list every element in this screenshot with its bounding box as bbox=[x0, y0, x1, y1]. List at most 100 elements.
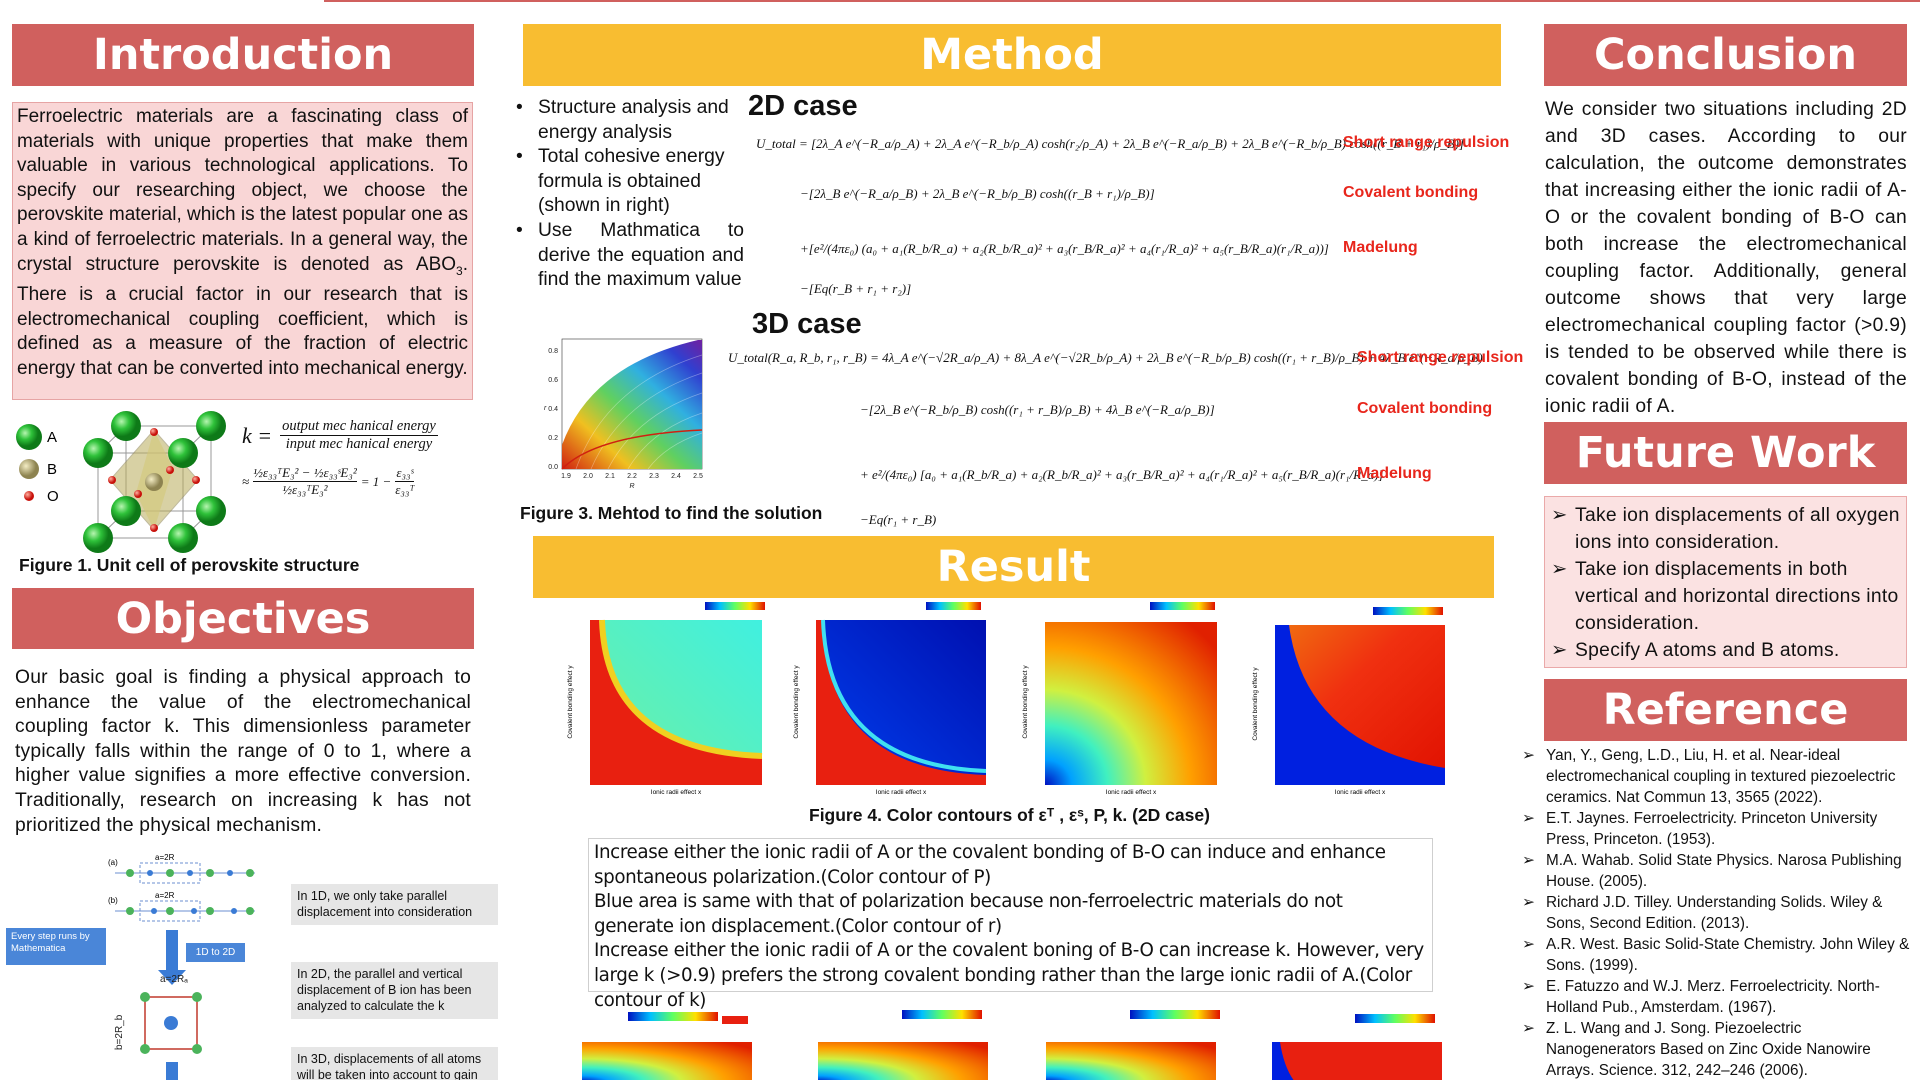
section-heading: Objectives bbox=[12, 588, 474, 649]
eq-text: ½ε₃₃ᵀE₃² − ½ε₃₃ˢE₃² bbox=[253, 465, 357, 482]
contour-region bbox=[1272, 1042, 1294, 1080]
figure-caption: Figure 1. Unit cell of perovskite struct… bbox=[19, 555, 360, 575]
list-item: Specify A atoms and B atoms. bbox=[1551, 637, 1900, 664]
reference: M.A. Wahab. Solid State Physics. Narosa … bbox=[1522, 850, 1914, 892]
colorbar bbox=[722, 1016, 748, 1024]
axis-label: Ionic radii effect x bbox=[1335, 789, 1386, 796]
contour-plots-bottom bbox=[582, 1010, 1442, 1080]
eq-text: = 1 − bbox=[360, 473, 392, 489]
text: Total cohesive energy formula is obtaine… bbox=[538, 146, 725, 217]
eq-text: ε₃₃ᵀ bbox=[395, 482, 415, 497]
atom-o bbox=[24, 491, 34, 501]
colorbar bbox=[902, 1010, 982, 1019]
legend-label: B bbox=[47, 461, 57, 478]
tick-label: 0.2 bbox=[548, 435, 558, 442]
path-curve bbox=[561, 429, 703, 470]
colorbar bbox=[1150, 602, 1215, 610]
equation: −[2λ_B e^(−R_b/ρ_B) cosh((r₁ + r_B)/ρ_B)… bbox=[860, 402, 1215, 417]
legend-label: A bbox=[47, 429, 57, 446]
contour-fill bbox=[1045, 622, 1217, 785]
tick-label: 0.4 bbox=[548, 406, 558, 413]
equation-k: k = output mec hanical energy input mec … bbox=[242, 418, 492, 498]
objectives-text: Our basic goal is finding a physical app… bbox=[15, 667, 471, 836]
eq-text: ½ε₃₃ᵀE₃² bbox=[282, 482, 328, 497]
colorbar bbox=[926, 602, 981, 610]
contour-plot: Covalent bonding effect y Ionic radii ef… bbox=[1252, 607, 1445, 796]
contour-plot: Covalent bonding effect y Ionic radii ef… bbox=[793, 602, 987, 796]
arrow bbox=[166, 1062, 178, 1080]
eq-text: output mec hanical energy bbox=[280, 418, 438, 436]
unit-cell bbox=[83, 411, 226, 553]
contour-fill bbox=[582, 1042, 752, 1080]
contour-fill bbox=[1272, 1042, 1442, 1080]
tick-label: 2.0 bbox=[583, 473, 593, 480]
contour-region bbox=[1275, 625, 1445, 785]
intro-text: Ferroelectric materials are a fascinatin… bbox=[12, 102, 473, 400]
label: a=2R bbox=[155, 853, 175, 862]
atom-legend: A B O bbox=[16, 424, 59, 505]
section-heading: Reference bbox=[1544, 679, 1907, 741]
tick-label: 0.6 bbox=[548, 377, 558, 384]
tick-label: 2.3 bbox=[649, 473, 659, 480]
equation: −[Eq(r_B + r₁ + r₂)] bbox=[800, 281, 912, 296]
tick-label: 2.5 bbox=[693, 473, 703, 480]
colorbar bbox=[1355, 1014, 1435, 1023]
case-title: 3D case bbox=[752, 308, 862, 340]
contour-region bbox=[590, 620, 762, 785]
axis-label: Covalent bonding effect y bbox=[793, 665, 800, 739]
equation: −[2λ_B e^(−R_a/ρ_B) + 2λ_B e^(−R_b/ρ_B) … bbox=[800, 186, 1155, 201]
contour-fill bbox=[562, 340, 702, 469]
tick-label: 1.9 bbox=[561, 473, 571, 480]
paragraph: Increase either the ionic radii of A or … bbox=[594, 842, 1386, 888]
subscript: 3 bbox=[456, 263, 463, 278]
term-label: Covalent bonding bbox=[1357, 400, 1493, 417]
term-label: Covalent bonding bbox=[1343, 184, 1479, 201]
conclusion-text: We consider two situations including 2D … bbox=[1545, 99, 1907, 417]
atom-b bbox=[19, 459, 39, 479]
top-rule bbox=[324, 0, 1920, 2]
text: Structure analysis and energy analysis bbox=[538, 97, 729, 143]
atom-b bbox=[145, 473, 163, 491]
text: . There is a crucial factor in our resea… bbox=[17, 253, 468, 379]
result-text: Increase either the ionic radii of A or … bbox=[588, 838, 1433, 1011]
figure-caption: Figure 4. Color contours of εᵀ , εˢ, P, … bbox=[809, 805, 1210, 825]
method-bullets: • Structure analysis and energy analysis … bbox=[512, 96, 744, 293]
axis-label: Ionic radii effect x bbox=[876, 789, 927, 796]
future-work-list: Take ion displacements of all oxygen ion… bbox=[1544, 496, 1907, 668]
colorbar bbox=[705, 602, 765, 610]
axis-label: Ionic radii effect x bbox=[651, 789, 702, 796]
equation: U_total(R_a, R_b, r₁, r_B) = 4λ_A e^(−√2… bbox=[728, 350, 1483, 365]
contour-plot: Covalent bonding effect y Ionic radii ef… bbox=[567, 602, 765, 796]
section-heading: Future Work bbox=[1544, 422, 1907, 484]
reference: A.R. West. Basic Solid-State Chemistry. … bbox=[1522, 934, 1914, 976]
text: Use Mathmatica to derive the equation an… bbox=[538, 219, 744, 291]
cell-2d bbox=[144, 996, 198, 1050]
label: (a) bbox=[108, 858, 118, 867]
axis-label: Covalent bonding effect y bbox=[567, 665, 574, 739]
label: b=2R_b bbox=[114, 1014, 125, 1050]
lattice-diagram: (a) a=2R (b) a=2R a=2Rₐ b=2R_b bbox=[108, 853, 255, 1080]
eq-text: ε₃₃ˢ bbox=[395, 465, 415, 482]
diagram-note: In 2D, the parallel and vertical displac… bbox=[291, 962, 498, 1019]
reference: E.T. Jaynes. Ferroelectricity. Princeton… bbox=[1522, 808, 1914, 850]
axis-label: Ionic radii effect x bbox=[1106, 789, 1157, 796]
text: Ferroelectric materials are a fascinatin… bbox=[17, 106, 468, 275]
colorbar bbox=[1373, 607, 1443, 615]
diagram-note: In 1D, we only take parallel displacemen… bbox=[291, 884, 498, 925]
bullet: • Structure analysis and energy analysis bbox=[516, 97, 729, 143]
arrow-label: 1D to 2D bbox=[186, 943, 245, 962]
atom-b bbox=[164, 1016, 178, 1030]
figure3-plot: 0.8 0.6 0.4 0.2 0.0 1.9 2.0 2.1 2.2 2.3 … bbox=[544, 338, 703, 490]
axis-label: Covalent bonding effect y bbox=[1252, 667, 1259, 741]
contour-band bbox=[599, 619, 763, 759]
atom-a bbox=[16, 424, 42, 450]
colorbar bbox=[628, 1012, 718, 1021]
arrow bbox=[158, 930, 186, 985]
tick-label: 0.8 bbox=[548, 348, 558, 355]
tick-label: 2.2 bbox=[627, 473, 637, 480]
equation: + e²/(4πε₀) [a₀ + a₁(R_b/R_a) + a₂(R_b/R… bbox=[860, 467, 1384, 482]
section-heading: Result bbox=[533, 536, 1494, 598]
reference-list: Yan, Y., Geng, L.D., Liu, H. et al. Near… bbox=[1522, 745, 1914, 1081]
